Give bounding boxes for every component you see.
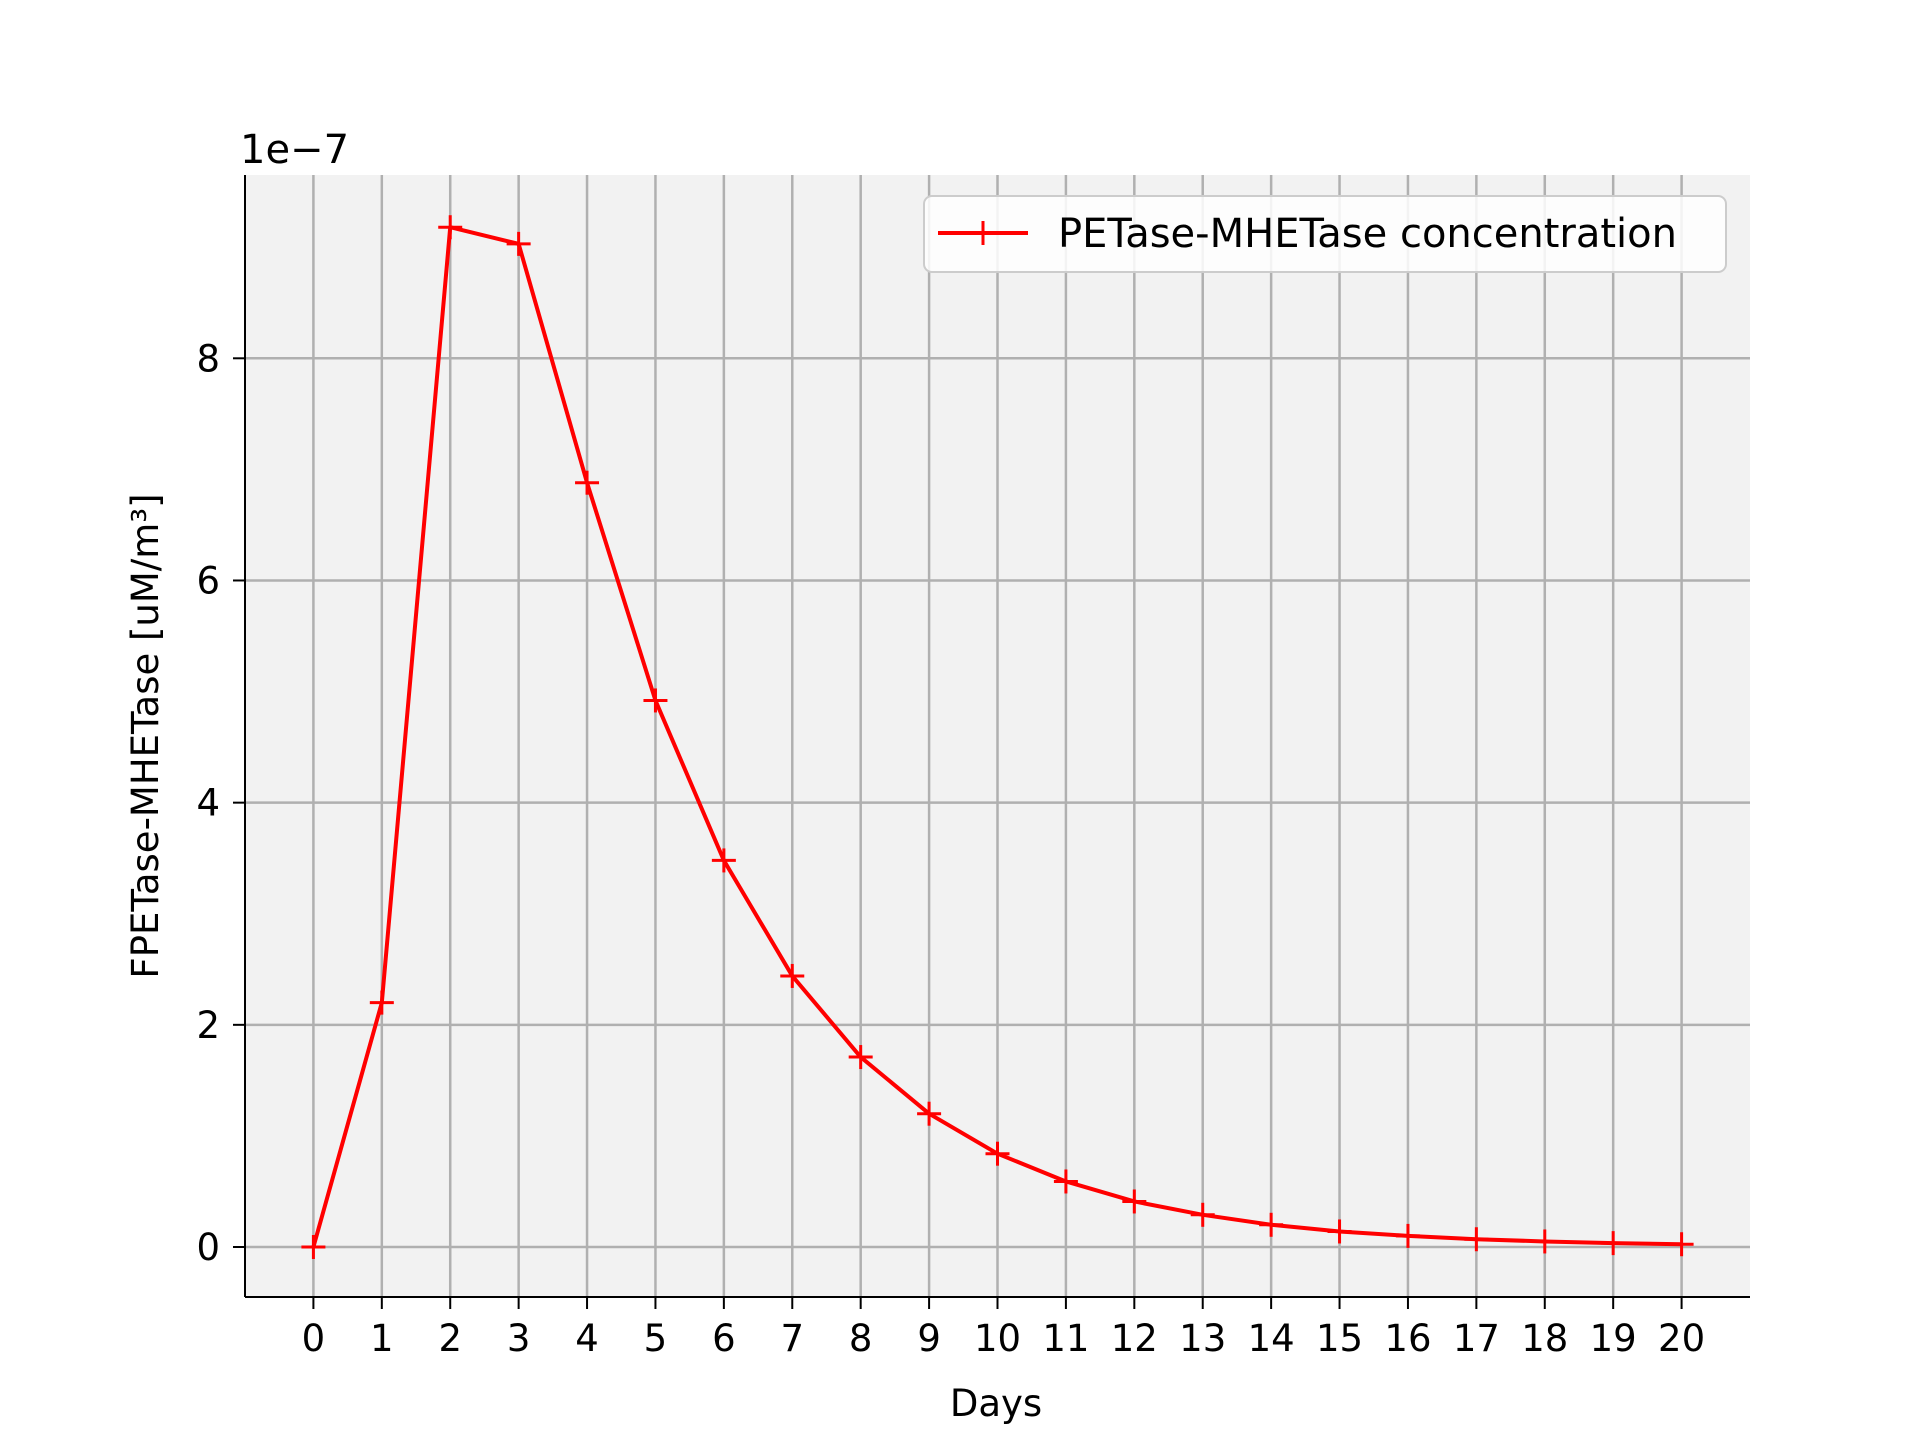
x-tick-label: 5 bbox=[644, 1317, 668, 1360]
y-ticks: 0 2 4 6 8 bbox=[196, 337, 245, 1269]
data-point-marker bbox=[369, 990, 394, 1015]
data-point-marker bbox=[301, 1235, 326, 1260]
grid bbox=[245, 175, 1750, 1297]
x-tick-label: 2 bbox=[438, 1317, 462, 1360]
legend: PETase-MHETase concentration bbox=[923, 195, 1727, 273]
y-tick-label: 0 bbox=[196, 1226, 220, 1269]
data-point-marker bbox=[1122, 1189, 1147, 1214]
legend-box bbox=[923, 195, 1727, 273]
x-ticks: 0 1 2 3 4 5 6 7 8 9 10 11 12 13 14 15 16 17 18 19 20 bbox=[302, 1297, 1705, 1360]
data-point-marker bbox=[985, 1141, 1010, 1166]
legend-entry-label: PETase-MHETase concentration bbox=[1058, 211, 1677, 257]
data-point-marker bbox=[848, 1045, 873, 1070]
x-tick-label: 20 bbox=[1658, 1317, 1705, 1360]
data-point-marker bbox=[1259, 1212, 1284, 1237]
data-point-marker bbox=[917, 1101, 942, 1126]
y-tick-label: 8 bbox=[196, 337, 220, 380]
x-axis-label: Days bbox=[950, 1382, 1042, 1425]
x-tick-label: 4 bbox=[575, 1317, 599, 1360]
x-tick-label: 19 bbox=[1590, 1317, 1637, 1360]
data-point-marker bbox=[1053, 1169, 1078, 1194]
data-point-marker bbox=[506, 231, 531, 256]
x-tick-label: 3 bbox=[507, 1317, 531, 1360]
data-point-marker bbox=[1669, 1232, 1694, 1257]
x-tick-label: 16 bbox=[1384, 1317, 1431, 1360]
x-tick-label: 18 bbox=[1521, 1317, 1568, 1360]
legend-plus-marker bbox=[971, 221, 995, 245]
x-tick-label: 17 bbox=[1453, 1317, 1500, 1360]
data-point-marker bbox=[711, 848, 736, 873]
data-point-marker bbox=[1395, 1223, 1420, 1248]
x-tick-label: 10 bbox=[974, 1317, 1021, 1360]
x-tick-label: 0 bbox=[302, 1317, 326, 1360]
x-tick-label: 15 bbox=[1316, 1317, 1363, 1360]
data-point-marker bbox=[575, 470, 600, 495]
y-tick-label: 6 bbox=[196, 559, 220, 602]
data-point-marker bbox=[1464, 1227, 1489, 1252]
data-point-marker bbox=[1327, 1219, 1352, 1244]
data-point-marker bbox=[643, 688, 668, 713]
y-axis-label: FPETase-MHETase [uM/m³] bbox=[124, 493, 167, 978]
series bbox=[301, 215, 1694, 1260]
y-tick-label: 4 bbox=[196, 782, 220, 825]
x-tick-label: 11 bbox=[1042, 1317, 1089, 1360]
legend-marker-plus bbox=[971, 221, 995, 245]
x-tick-label: 9 bbox=[917, 1317, 941, 1360]
data-point-marker bbox=[780, 963, 805, 988]
x-tick-label: 14 bbox=[1248, 1317, 1295, 1360]
y-exponent-label: 1e−7 bbox=[240, 127, 349, 173]
x-tick-label: 13 bbox=[1179, 1317, 1226, 1360]
x-tick-label: 7 bbox=[780, 1317, 804, 1360]
data-point-marker bbox=[1601, 1231, 1626, 1256]
data-point-marker bbox=[1532, 1229, 1557, 1254]
x-tick-label: 1 bbox=[370, 1317, 394, 1360]
x-tick-label: 12 bbox=[1111, 1317, 1158, 1360]
data-point-marker bbox=[1190, 1202, 1215, 1227]
x-tick-label: 6 bbox=[712, 1317, 736, 1360]
y-tick-label: 2 bbox=[196, 1004, 220, 1047]
x-tick-label: 8 bbox=[849, 1317, 873, 1360]
data-point-marker bbox=[438, 215, 463, 240]
